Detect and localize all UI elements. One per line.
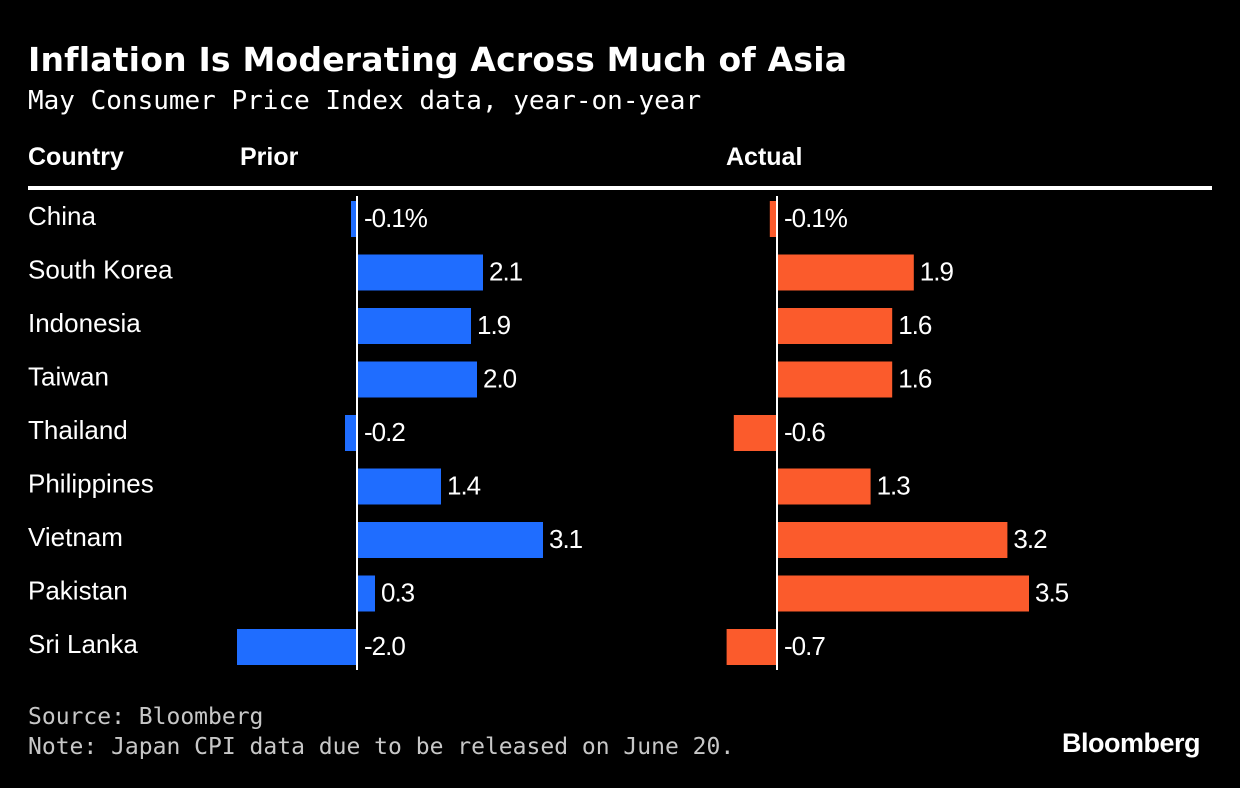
prior-value-label: -2.0 — [364, 631, 405, 661]
prior-value-label: 3.1 — [549, 524, 583, 554]
actual-value-label: -0.1% — [784, 203, 848, 233]
actual-value-label: 1.3 — [877, 470, 911, 500]
prior-value-label: 2.1 — [489, 256, 523, 286]
actual-value-label: -0.7 — [784, 631, 825, 661]
prior-bar — [357, 308, 471, 344]
category-label: Pakistan — [28, 575, 128, 605]
footnote: Note: Japan CPI data due to be released … — [28, 734, 735, 760]
bar-chart: China South Korea Indonesia Taiwan Thailand P… — [28, 196, 1070, 670]
actual-value-label: 1.9 — [920, 256, 954, 286]
actual-bar — [733, 415, 777, 451]
actual-bar — [777, 254, 914, 291]
category-label: Philippines — [28, 468, 154, 498]
prior-value-label: -0.1% — [364, 203, 428, 233]
category-label: Sri Lanka — [28, 629, 138, 659]
prior-value-label: 0.3 — [381, 577, 415, 607]
actual-bar — [726, 629, 777, 665]
actual-bar — [777, 308, 893, 344]
prior-bar — [351, 201, 357, 237]
actual-bar — [777, 522, 1008, 558]
prior-value-label: 2.0 — [483, 363, 517, 393]
category-label: Taiwan — [28, 361, 109, 391]
actual-bar — [777, 575, 1029, 612]
prior-bar — [357, 468, 441, 505]
prior-bar — [237, 629, 357, 665]
chart-subtitle: May Consumer Price Index data, year-on-y… — [28, 86, 702, 116]
actual-value-label: -0.6 — [784, 417, 825, 447]
column-header-prior: Prior — [240, 143, 299, 171]
category-label: Thailand — [28, 415, 128, 445]
actual-value-label: 3.2 — [1013, 524, 1047, 554]
category-label: South Korea — [28, 254, 173, 284]
chart-title: Inflation Is Moderating Across Much of A… — [28, 40, 848, 79]
prior-bar — [357, 361, 477, 398]
actual-bar — [777, 468, 871, 505]
prior-bar — [357, 254, 483, 291]
prior-value-label: 1.4 — [447, 470, 481, 500]
prior-bar — [345, 415, 357, 451]
prior-bar — [357, 575, 375, 612]
actual-value-label: 1.6 — [898, 310, 932, 340]
source-note: Source: Bloomberg — [28, 704, 264, 730]
prior-value-label: -0.2 — [364, 417, 405, 447]
category-label: Vietnam — [28, 522, 123, 552]
actual-value-label: 1.6 — [898, 363, 932, 393]
category-label: Indonesia — [28, 308, 141, 338]
column-header-actual: Actual — [726, 143, 803, 171]
prior-bar — [357, 522, 543, 558]
column-header-country: Country — [28, 143, 124, 171]
bloomberg-logo: Bloomberg — [1061, 728, 1201, 758]
actual-bar — [769, 201, 777, 237]
actual-value-label: 3.5 — [1035, 577, 1069, 607]
actual-bar — [777, 361, 893, 398]
category-label: China — [28, 201, 96, 231]
prior-value-label: 1.9 — [477, 310, 511, 340]
header-rule — [28, 186, 1212, 190]
